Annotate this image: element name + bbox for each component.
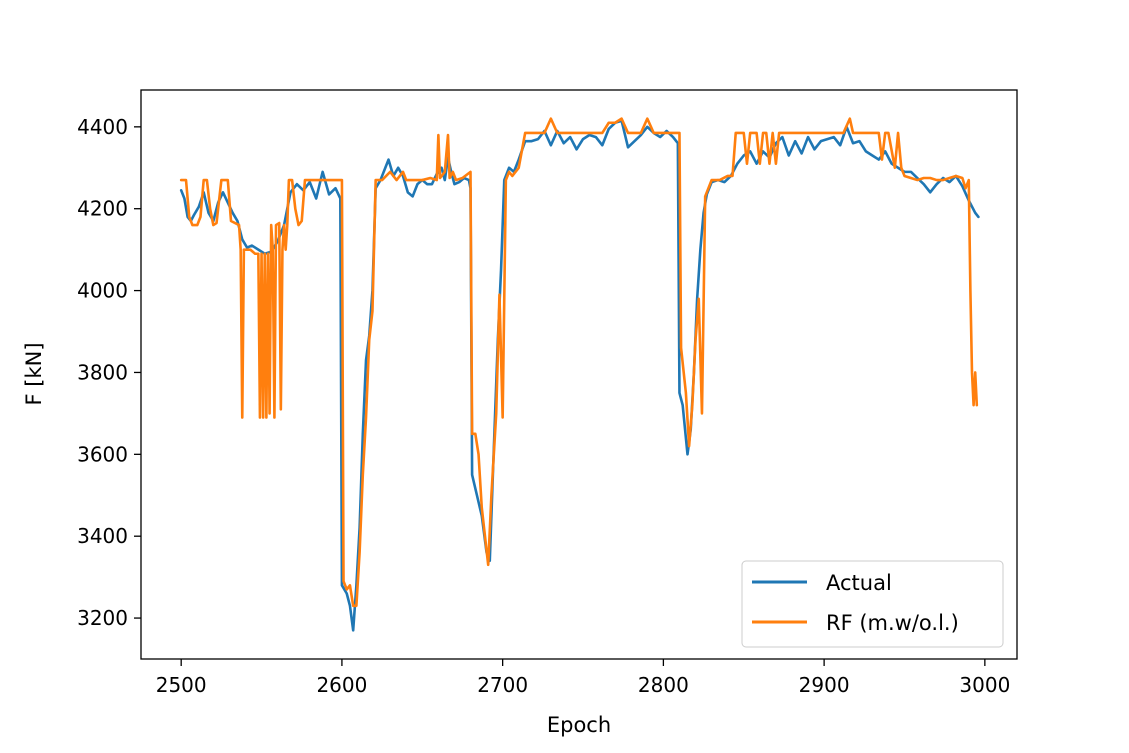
x-tick-label: 2500 — [156, 673, 207, 697]
x-axis-title: Epoch — [547, 713, 611, 737]
series-line-rf — [179, 117, 979, 608]
plot-area — [140, 89, 1018, 660]
y-axis-title: F [kN] — [22, 342, 46, 405]
axes-frame — [140, 89, 1018, 660]
y-tick-label: 3800 — [77, 360, 128, 384]
y-tick-label: 3600 — [77, 442, 128, 466]
x-axis: 2500 2600 2700 2800 2900 3000 — [156, 659, 1010, 697]
y-tick-label: 4400 — [77, 115, 128, 139]
x-tick-label: 2800 — [638, 673, 689, 697]
legend: Actual RF (m.w/o.l.) — [741, 560, 1004, 648]
y-tick-label: 4200 — [77, 197, 128, 221]
series-line-actual — [179, 119, 980, 632]
x-tick-label: 2600 — [316, 673, 367, 697]
legend-label-actual: Actual — [826, 571, 892, 595]
legend-box — [741, 560, 1004, 648]
y-axis: 3200 3400 3600 3800 4000 4200 4400 — [77, 115, 141, 630]
y-tick-label: 3200 — [77, 606, 128, 630]
y-tick-label: 3400 — [77, 524, 128, 548]
series-layer — [179, 117, 980, 632]
x-tick-label: 3000 — [959, 673, 1010, 697]
x-tick-label: 2700 — [477, 673, 528, 697]
y-tick-label: 4000 — [77, 279, 128, 303]
x-tick-label: 2900 — [799, 673, 850, 697]
legend-label-rf: RF (m.w/o.l.) — [826, 611, 959, 635]
